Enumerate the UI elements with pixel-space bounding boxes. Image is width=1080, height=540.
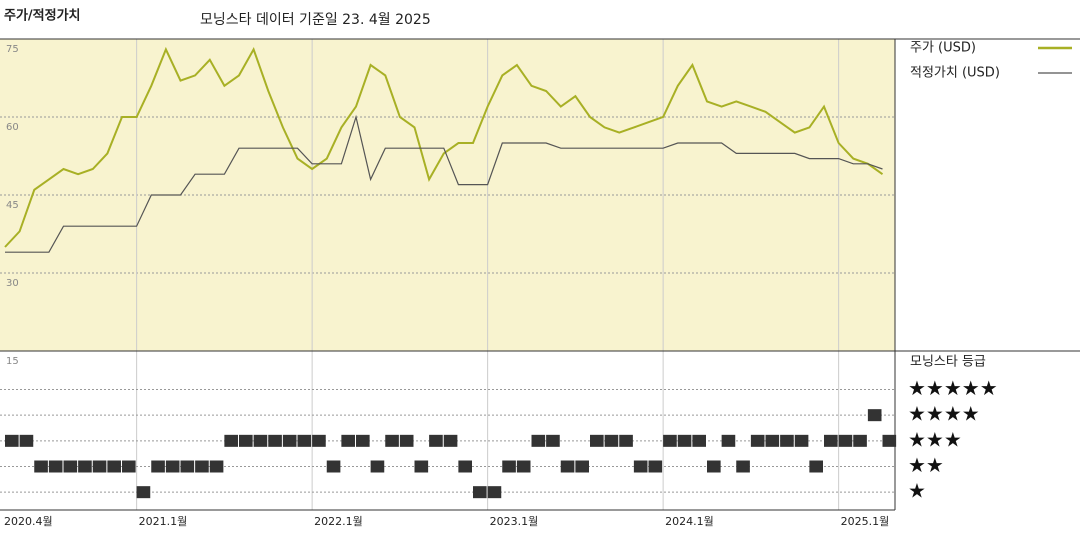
rating-mark — [136, 486, 151, 499]
rating-mark — [385, 434, 399, 447]
rating-mark — [414, 460, 429, 473]
rating-mark — [824, 434, 838, 447]
rating-mark — [838, 434, 853, 447]
rating-mark — [34, 460, 48, 473]
rating-mark — [677, 434, 692, 447]
rating-mark — [546, 434, 560, 447]
rating-mark — [63, 460, 78, 473]
chart-title: 주가/적정가치 — [4, 8, 81, 24]
rating-mark — [809, 460, 823, 473]
legend-label: 적정가치 (USD) — [910, 66, 1000, 81]
rating-mark — [692, 434, 706, 447]
rating-mark — [180, 460, 195, 473]
rating-mark — [107, 460, 121, 473]
series-line — [5, 114, 883, 253]
x-tick-label: 2024.1월 — [665, 515, 714, 528]
chart-subtitle: 모닝스타 데이터 기준일 23. 4월 2025 — [200, 12, 431, 28]
x-tick-label: 2022.1월 — [314, 515, 363, 528]
rating-mark — [399, 434, 414, 447]
rating-mark — [5, 434, 19, 447]
rating-mark — [882, 434, 897, 447]
y-tick-label: 15 — [6, 356, 19, 367]
rating-mark — [122, 460, 136, 473]
rating-mark — [473, 486, 487, 499]
x-tick-label: 2021.1월 — [139, 515, 188, 528]
rating-mark — [853, 434, 867, 447]
x-tick-label: 2023.1월 — [490, 515, 539, 528]
rating-mark — [663, 434, 677, 447]
rating-mark — [195, 460, 209, 473]
x-tick-label: 2020.4월 — [4, 515, 53, 528]
y-tick-label: 30 — [6, 278, 19, 289]
rating-mark — [736, 460, 750, 473]
y-tick-label: 45 — [6, 200, 19, 211]
rating-mark — [633, 460, 648, 473]
legend-label: 주가 (USD) — [910, 41, 976, 56]
rating-mark — [604, 434, 619, 447]
rating-mark — [590, 434, 604, 447]
y-tick-label: 60 — [6, 122, 19, 133]
x-tick-label: 2025.1월 — [841, 515, 890, 528]
rating-title: 모닝스타 등급 — [910, 355, 986, 370]
y-tick-label: ★★★★ — [908, 402, 980, 426]
rating-mark — [224, 434, 238, 447]
rating-mark — [239, 434, 253, 447]
y-tick-label: ★ — [908, 479, 926, 503]
rating-mark — [151, 460, 165, 473]
rating-mark — [165, 460, 180, 473]
rating-mark — [458, 460, 472, 473]
rating-mark — [516, 460, 531, 473]
rating-mark — [297, 434, 312, 447]
rating-mark — [326, 460, 341, 473]
rating-mark — [765, 434, 780, 447]
y-tick-label: 75 — [6, 44, 19, 55]
rating-mark — [780, 434, 794, 447]
rating-mark — [707, 460, 721, 473]
y-tick-label: ★★★ — [908, 427, 962, 451]
rating-mark — [750, 434, 765, 447]
rating-mark — [312, 434, 326, 447]
rating-mark — [370, 460, 385, 473]
rating-mark — [209, 460, 224, 473]
rating-mark — [282, 434, 297, 447]
rating-mark — [560, 460, 575, 473]
y-tick-label: ★★★★★ — [908, 376, 998, 400]
rating-mark — [92, 460, 107, 473]
y-tick-label: ★★ — [908, 453, 944, 477]
rating-mark — [721, 434, 736, 447]
rating-mark — [867, 409, 882, 422]
rating-mark — [487, 486, 502, 499]
rating-mark — [619, 434, 633, 447]
rating-mark — [429, 434, 443, 447]
rating-mark — [531, 434, 546, 447]
rating-mark — [502, 460, 516, 473]
rating-mark — [253, 434, 268, 447]
rating-mark — [268, 434, 282, 447]
rating-mark — [341, 434, 355, 447]
rating-mark — [648, 460, 663, 473]
rating-mark — [48, 460, 63, 473]
rating-mark — [443, 434, 458, 447]
rating-mark — [19, 434, 34, 447]
rating-mark — [78, 460, 92, 473]
series-line — [4, 46, 884, 248]
rating-mark — [575, 460, 589, 473]
rating-mark — [794, 434, 809, 447]
rating-mark — [356, 434, 370, 447]
